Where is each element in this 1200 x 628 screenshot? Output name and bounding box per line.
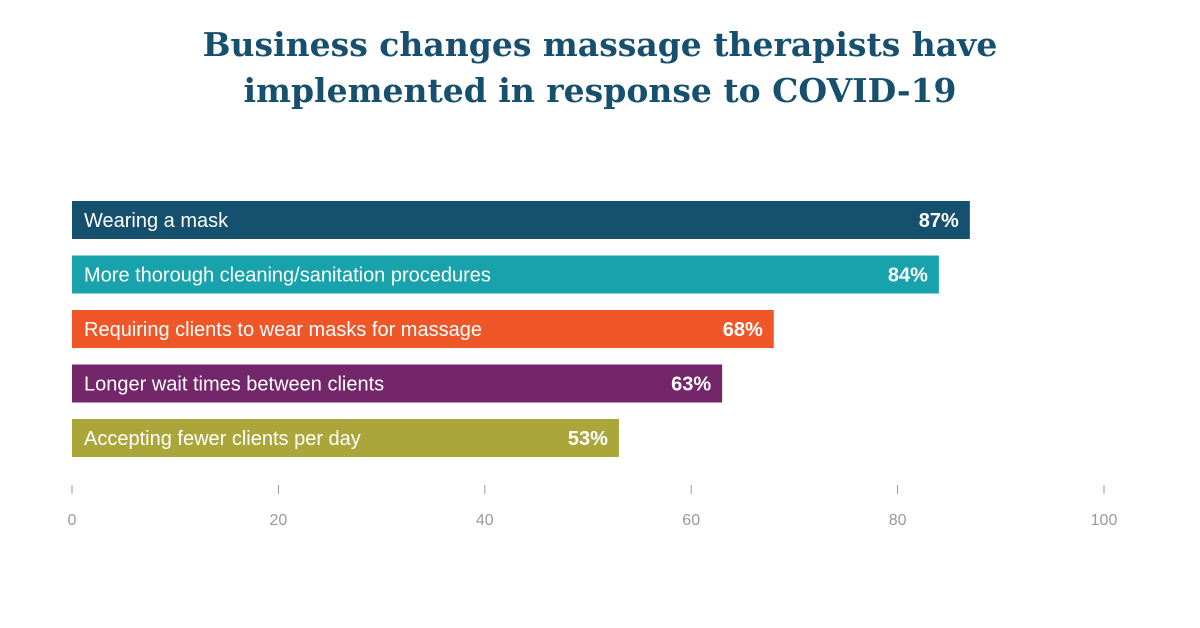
bar-category-label: Wearing a mask xyxy=(84,210,229,232)
bar-value-label: 63% xyxy=(671,374,711,396)
bar xyxy=(72,255,939,294)
bar-value-label: 68% xyxy=(723,319,763,341)
bar-value-label: 87% xyxy=(919,210,959,232)
x-axis-tick-label: 80 xyxy=(889,512,907,529)
bar-category-label: Accepting fewer clients per day xyxy=(84,428,361,450)
bar xyxy=(72,310,774,348)
bar xyxy=(72,419,619,457)
bar-category-label: Requiring clients to wear masks for mass… xyxy=(84,319,482,341)
chart-title-line-1: Business changes massage therapists have xyxy=(202,25,998,64)
bar-category-label: Longer wait times between clients xyxy=(84,374,384,396)
x-axis-tick-label: 100 xyxy=(1091,512,1118,529)
bar-value-label: 53% xyxy=(568,428,608,450)
bar-category-label: More thorough cleaning/sanitation proced… xyxy=(84,265,491,287)
x-axis-tick-label: 20 xyxy=(270,512,288,529)
chart-title-line-2: implemented in response to COVID-19 xyxy=(243,71,957,110)
x-axis-tick-label: 60 xyxy=(682,512,700,529)
bar-value-label: 84% xyxy=(888,265,928,287)
x-axis-tick-label: 0 xyxy=(68,512,77,529)
x-axis-tick-label: 40 xyxy=(476,512,494,529)
bar xyxy=(72,364,723,403)
chart-title: Business changes massage therapists have… xyxy=(0,22,1200,114)
bar xyxy=(72,201,970,239)
